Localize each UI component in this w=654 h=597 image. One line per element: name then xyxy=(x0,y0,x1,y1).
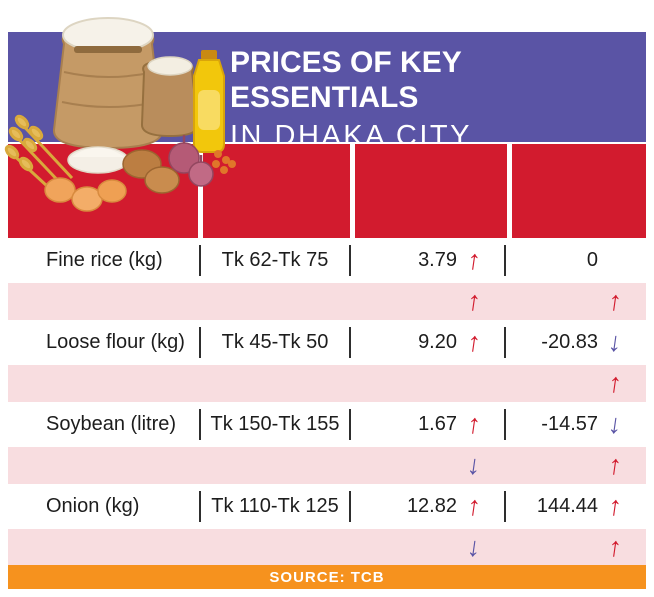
eggs-icon xyxy=(44,177,127,212)
source-bar: SOURCE: TCB xyxy=(8,565,646,589)
price-range: Tk 110-Tk 125 xyxy=(199,484,350,529)
trend-arrow-icon xyxy=(596,370,634,397)
empty-cell xyxy=(8,447,200,484)
change-cell: 12.82 xyxy=(349,484,505,529)
change-cell: 1.67 xyxy=(349,402,505,447)
change-cell: 9.20 xyxy=(349,320,505,365)
table-row: Soybean (litre) Tk 150-Tk 155 1.67 -14.5… xyxy=(8,402,646,447)
trend-arrow-icon xyxy=(455,411,493,438)
spacer-row xyxy=(8,365,646,402)
food-products-illustration xyxy=(4,17,236,212)
title-line1: PRICES OF KEY ESSENTIALS xyxy=(230,46,462,114)
table-row: Onion (kg) Tk 110-Tk 125 12.82 144.44 xyxy=(8,484,646,529)
change-cell xyxy=(505,447,646,484)
change-value: 3.79 xyxy=(418,249,457,271)
trend-arrow-icon xyxy=(596,329,634,356)
change-cell xyxy=(350,447,505,484)
change-value: 0 xyxy=(586,249,598,271)
change-cell: 144.44 xyxy=(504,484,646,529)
trend-arrow-icon xyxy=(455,247,493,274)
lentils-icon xyxy=(212,150,236,174)
source-text: SOURCE: TCB xyxy=(269,568,385,586)
table-row: Fine rice (kg) Tk 62-Tk 75 3.79 0 xyxy=(8,238,646,283)
spacer-row xyxy=(8,283,646,320)
change-value: 9.20 xyxy=(418,331,457,353)
spacer-row xyxy=(8,529,646,566)
trend-arrow-icon xyxy=(596,288,634,315)
trend-arrow-icon xyxy=(596,493,634,520)
change-cell: -20.83 xyxy=(504,320,646,365)
trend-arrow-icon xyxy=(455,329,493,356)
change-value: 1.67 xyxy=(418,413,457,435)
trend-arrow-icon xyxy=(596,411,634,438)
empty-cell xyxy=(8,365,200,402)
empty-cell xyxy=(200,365,350,402)
change-cell: 3.79 xyxy=(349,238,505,283)
trend-arrow-icon xyxy=(455,452,493,479)
change-cell xyxy=(505,529,646,566)
flour-sack-icon xyxy=(141,56,199,138)
oil-bottle-icon xyxy=(193,50,225,153)
trend-arrow-icon xyxy=(455,493,493,520)
change-cell xyxy=(350,365,505,402)
price-range: Tk 150-Tk 155 xyxy=(199,402,350,447)
trend-arrow-icon xyxy=(596,452,634,479)
item-name: Soybean (litre) xyxy=(46,413,177,435)
trend-arrow-icon xyxy=(455,534,493,561)
flour-pile-icon xyxy=(67,146,129,174)
table-row: Loose flour (kg) Tk 45-Tk 50 9.20 -20.83 xyxy=(8,320,646,365)
empty-cell xyxy=(8,529,200,566)
empty-cell xyxy=(8,283,200,320)
empty-cell xyxy=(200,283,350,320)
change-cell xyxy=(350,529,505,566)
title-block: PRICES OF KEY ESSENTIALS IN DHAKA CITY xyxy=(230,46,646,153)
change-value: -14.57 xyxy=(541,413,598,435)
trend-arrow-icon xyxy=(455,288,493,315)
header-cell-change1 xyxy=(355,144,507,238)
empty-cell xyxy=(200,529,350,566)
change-cell: 0 xyxy=(504,238,646,283)
potatoes-icon xyxy=(122,149,180,194)
change-cell xyxy=(505,365,646,402)
price-table: Fine rice (kg) Tk 62-Tk 75 3.79 0 xyxy=(8,238,646,566)
onions-icon xyxy=(168,135,214,187)
change-value: -20.83 xyxy=(541,331,598,353)
item-name: Loose flour (kg) xyxy=(46,331,185,353)
price-range: Tk 45-Tk 50 xyxy=(199,320,350,365)
change-value: 12.82 xyxy=(406,495,457,517)
empty-cell xyxy=(200,447,350,484)
trend-arrow-icon xyxy=(596,534,634,561)
item-name: Fine rice (kg) xyxy=(46,249,163,271)
item-name: Onion (kg) xyxy=(46,495,140,517)
change-value: 144.44 xyxy=(536,495,598,517)
change-cell: -14.57 xyxy=(504,402,646,447)
rice-sack-icon xyxy=(52,17,164,150)
change-cell xyxy=(505,283,646,320)
header-cell-change2 xyxy=(512,144,646,238)
price-range: Tk 62-Tk 75 xyxy=(199,238,350,283)
change-cell xyxy=(350,283,505,320)
spacer-row xyxy=(8,447,646,484)
